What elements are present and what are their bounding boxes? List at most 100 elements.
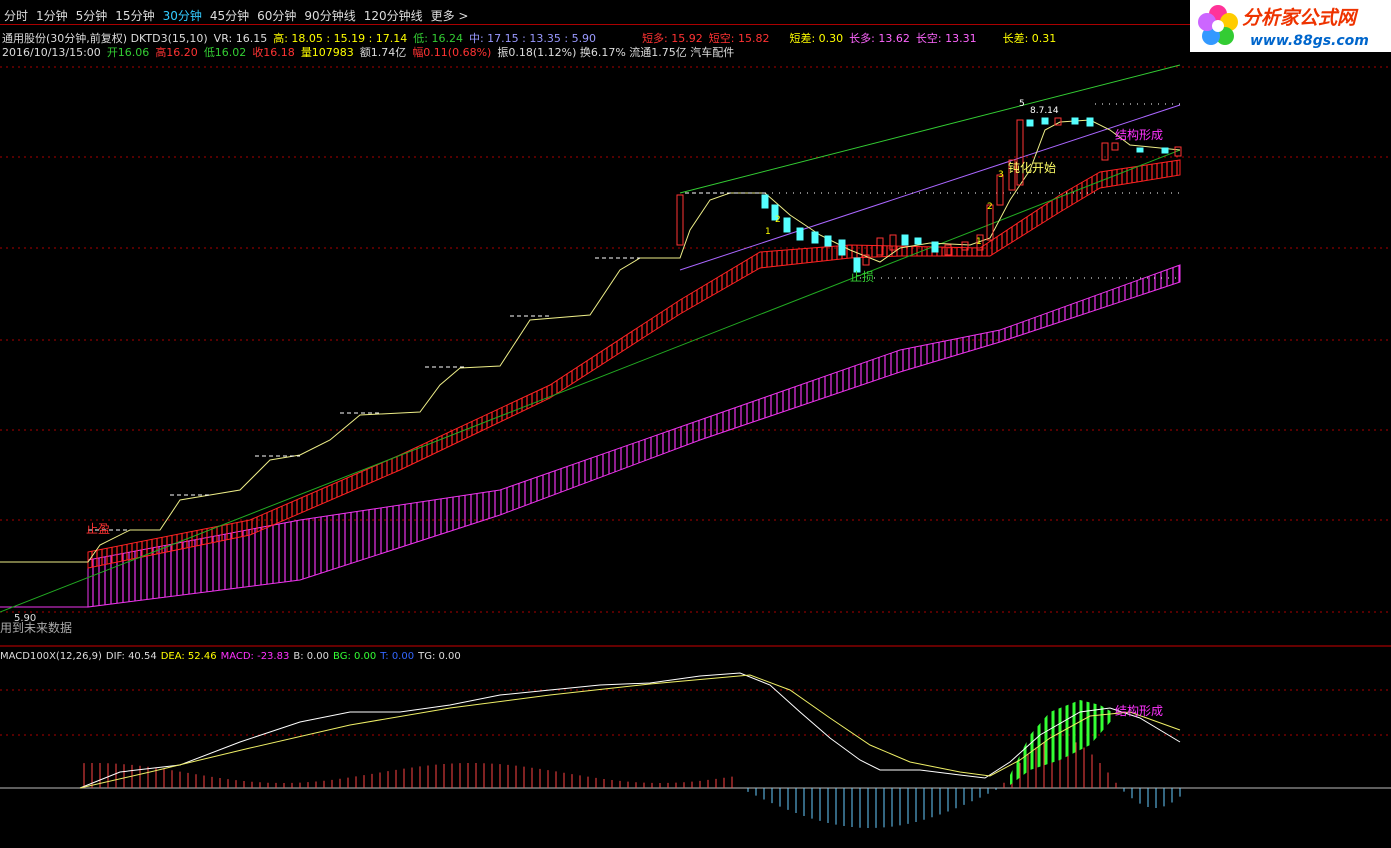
- tab[interactable]: 15分钟: [115, 9, 155, 23]
- info-row: 通用股份(30分钟,前复权) DKTD3(15,10) VR: 16.15 高: 1…: [2, 30, 1062, 46]
- info: 幅0.11(0.68%): [412, 46, 492, 59]
- logo-url: www.88gs.com: [1250, 33, 1369, 49]
- candle: [862, 254, 870, 266]
- info: 短空: 15.82: [708, 32, 770, 45]
- info: 高: 18.05 : 15.19 : 17.14: [273, 32, 408, 45]
- logo-svg: 分析家公式网 www.88gs.com: [1198, 5, 1369, 49]
- dea-line: [79, 674, 1181, 789]
- candle: [1016, 119, 1024, 186]
- label: 2: [987, 202, 993, 212]
- annotation: 止损: [850, 270, 874, 284]
- tab[interactable]: 更多 >: [430, 9, 469, 23]
- grid: [0, 66, 1391, 736]
- annotation: 5.90: [14, 613, 36, 624]
- info: 短差: 0.30: [789, 32, 844, 45]
- tab[interactable]: 120分钟线: [363, 9, 423, 23]
- label: 2: [775, 215, 781, 225]
- candle: [914, 237, 922, 245]
- candle: [986, 204, 994, 241]
- label: 1: [765, 227, 771, 237]
- tab[interactable]: 30分钟: [162, 9, 202, 23]
- annotation: 止盈: [86, 522, 110, 536]
- macd-info: B: 0.00: [293, 651, 329, 662]
- info: 长空: 13.31: [915, 32, 977, 45]
- label: 8.7.14: [1030, 106, 1059, 116]
- info: 收16.18: [252, 46, 295, 59]
- tab[interactable]: 90分钟线: [304, 9, 356, 23]
- candle: [996, 174, 1004, 206]
- info: 短多: 15.92: [642, 32, 703, 45]
- candle: [824, 235, 832, 247]
- info: 高16.20: [155, 46, 198, 59]
- candle: [1161, 147, 1169, 154]
- channel-lower: [0, 149, 1181, 613]
- macd-info: DEA: 52.46: [161, 651, 217, 662]
- tab[interactable]: 5分钟: [75, 9, 108, 23]
- dif-line: [79, 672, 1181, 789]
- candle: [931, 241, 939, 253]
- logo-flower: [1198, 5, 1238, 45]
- candle: [944, 244, 952, 256]
- macd: [83, 738, 1181, 828]
- candle: [1174, 146, 1182, 157]
- candle: [1008, 159, 1016, 191]
- candle: [961, 241, 969, 251]
- info: 振0.18(1.12%) 换6.17% 流通1.75亿 汽车配件: [497, 46, 735, 59]
- long-ribbon: [87, 264, 1181, 608]
- info: 开16.06: [106, 46, 150, 59]
- macd-info: TG: 0.00: [417, 651, 461, 662]
- candles: [676, 117, 1182, 273]
- candle: [1086, 117, 1094, 127]
- candle: [853, 257, 861, 273]
- candle: [976, 234, 984, 251]
- long-box: [0, 561, 89, 608]
- toolbar: 分时 1分钟 5分钟 15分钟 30分钟 45分钟 60分钟 90分钟线 120分钟线 更多 >: [0, 0, 1391, 25]
- macd-info: T: 0.00: [379, 651, 414, 662]
- info: 2016/10/13/15:00: [2, 46, 101, 59]
- candle: [771, 204, 779, 221]
- info: 长多: 13.62: [849, 32, 910, 45]
- label: 1: [976, 237, 982, 247]
- info: 额1.74亿: [359, 46, 407, 59]
- channel-upper: [679, 64, 1181, 194]
- tab[interactable]: 1分钟: [36, 9, 68, 23]
- candle: [761, 194, 769, 209]
- annotation: 结构形成: [1115, 127, 1163, 142]
- info: 长差: 0.31: [1002, 32, 1057, 45]
- annotation: 结构形成: [1115, 703, 1163, 718]
- info-row: 2016/10/13/15:00 开16.06 高16.20 低16.02 收16.18…: [2, 44, 740, 60]
- short-ribbon: [87, 159, 1181, 569]
- candle: [796, 227, 804, 241]
- info: 中: 17.15 : 13.35 : 5.90: [468, 32, 597, 45]
- logo-title: 分析家公式网: [1242, 7, 1359, 29]
- candle: [1071, 117, 1079, 125]
- macd-info: BG: 0.00: [333, 651, 376, 662]
- macd-green: [1010, 700, 1112, 785]
- candle: [889, 234, 897, 251]
- info: 量107983: [300, 46, 354, 59]
- info: 低16.02: [203, 46, 247, 59]
- candle: [1041, 117, 1049, 125]
- candle: [811, 231, 819, 244]
- step-marks: [88, 103, 1180, 531]
- candle: [676, 194, 684, 246]
- annotation: 钝化开始: [1008, 161, 1056, 175]
- annotation: 用到未来数据: [0, 620, 72, 635]
- candle: [1111, 142, 1119, 151]
- logo: 分析家公式网 www.88gs.com: [1190, 0, 1391, 52]
- price-line: [0, 119, 1181, 563]
- candle: [783, 217, 791, 233]
- macd-info: DIF: 40.54: [106, 651, 157, 662]
- tab[interactable]: 分时: [4, 9, 29, 23]
- candle: [1026, 119, 1034, 127]
- macd-info: MACD100X(12,26,9): [0, 651, 102, 662]
- tab[interactable]: 45分钟: [209, 9, 250, 23]
- info: VR: 16.15: [213, 32, 268, 45]
- candle: [1101, 142, 1109, 161]
- candle: [876, 237, 884, 256]
- tab[interactable]: 60分钟: [257, 9, 297, 23]
- candle: [1136, 147, 1144, 153]
- candle: [1054, 117, 1062, 126]
